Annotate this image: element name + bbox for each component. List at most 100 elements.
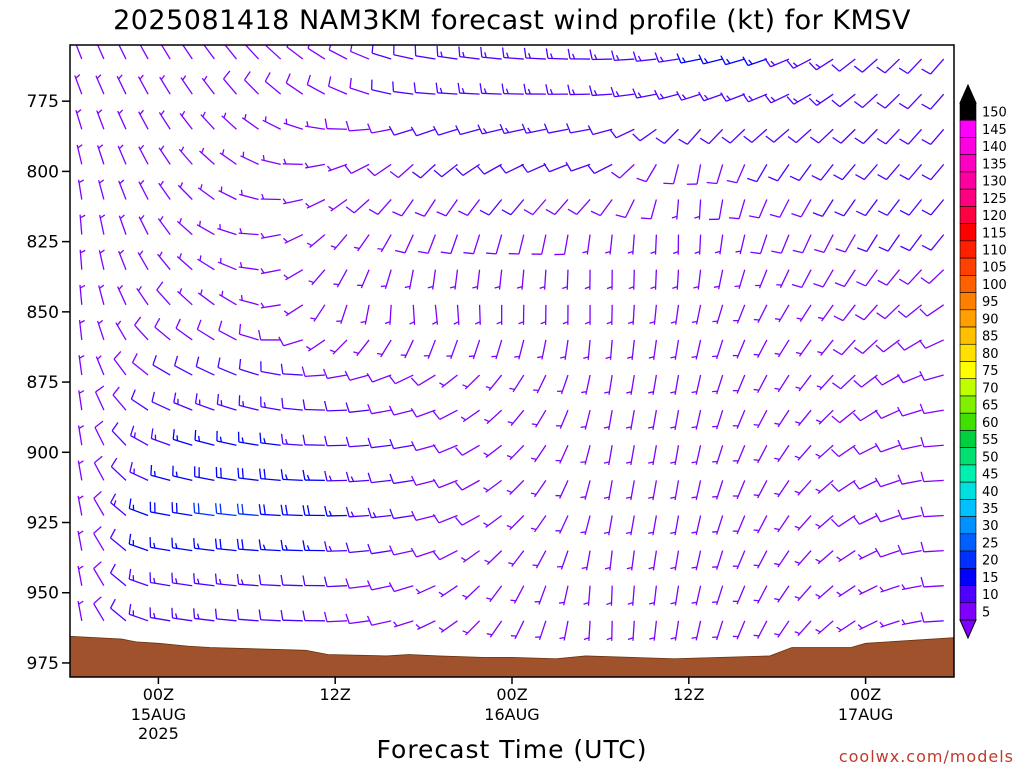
wind-barb-staff (158, 182, 171, 200)
wind-barb-staff (282, 584, 303, 587)
wind-barb-staff (150, 616, 171, 622)
wind-barb-feather (920, 541, 925, 552)
wind-barb-staff (736, 445, 746, 464)
wind-barb-feather (438, 591, 444, 596)
wind-barb-feather (815, 63, 821, 68)
wind-barb-feather (852, 445, 861, 455)
wind-barb (244, 45, 260, 60)
wind-barb (672, 269, 680, 290)
wind-barb-feather (649, 321, 655, 324)
wind-barb-feather (453, 321, 459, 325)
wind-barb-feather (877, 174, 887, 181)
wind-barb (726, 164, 746, 184)
wind-barb-staff (518, 339, 525, 360)
wind-barb (742, 92, 768, 103)
wind-barb-staff (736, 585, 746, 605)
wind-barb (432, 513, 458, 524)
wind-barb-feather (99, 284, 105, 289)
wind-barb-staff (485, 514, 503, 528)
wind-barb (224, 45, 237, 60)
wind-barb-feather (302, 434, 306, 445)
wind-barb-staff (587, 585, 591, 606)
wind-barb-staff (260, 619, 281, 622)
wind-barb-feather (329, 349, 336, 353)
wind-barb (193, 538, 215, 552)
wind-barb (897, 509, 922, 520)
wind-barb-feather (258, 329, 262, 341)
wind-barb-staff (674, 374, 680, 395)
wind-barb-staff (632, 585, 635, 606)
wind-barb-feather (98, 144, 104, 149)
wind-barb-feather (753, 388, 760, 391)
wind-barb (366, 580, 392, 591)
wind-barb-feather (786, 96, 795, 105)
wind-barb (900, 234, 923, 252)
wind-barb-feather (367, 437, 372, 448)
wind-barb-feather (484, 52, 487, 58)
wind-barb-staff (533, 515, 547, 533)
wind-barb (698, 91, 723, 102)
wind-barb-feather (368, 208, 379, 216)
wind-barb-feather (794, 631, 801, 635)
wind-barb-feather (462, 51, 465, 58)
wind-barb (670, 480, 680, 501)
wind-barb (632, 128, 657, 142)
wind-barb-staff (674, 480, 680, 501)
wind-barb-staff (393, 549, 414, 556)
wind-barb-feather (670, 496, 676, 499)
wind-barb-staff (861, 374, 878, 388)
wind-barb-feather (720, 55, 727, 65)
wind-barb (559, 620, 569, 641)
wind-barb-staff (97, 145, 105, 165)
wind-barb (794, 550, 812, 567)
wind-barb (832, 339, 856, 356)
wind-barb-feather (831, 448, 840, 458)
wind-barb (857, 585, 878, 596)
wind-barb-feather (153, 470, 156, 477)
wind-barb (109, 563, 127, 587)
wind-barb-staff (901, 514, 922, 520)
wind-barb-staff (715, 515, 724, 535)
wind-barb-feather (118, 40, 122, 44)
colorbar: 1501451401351301251201151101051009590858… (959, 83, 1007, 640)
wind-barb-feather (879, 621, 884, 627)
wind-barb-staff (77, 425, 83, 446)
wind-barb-staff (238, 513, 259, 517)
wind-barb-staff (674, 585, 680, 606)
wind-barb-staff (859, 585, 878, 596)
wind-barb-feather (236, 609, 240, 620)
wind-barb (713, 269, 724, 290)
wind-barb-feather (580, 496, 586, 499)
wind-barb-feather (439, 87, 443, 94)
wind-barb (501, 83, 524, 95)
wind-barb (774, 480, 790, 498)
wind-barb (262, 116, 281, 130)
wind-barb-staff (172, 438, 193, 446)
wind-barb-staff (328, 85, 348, 95)
terrain-fill (69, 635, 955, 678)
wind-barb-feather (703, 57, 709, 64)
wind-barb-staff (757, 585, 768, 604)
wind-barb-staff (777, 515, 790, 533)
wind-barb (897, 439, 922, 451)
wind-barb (415, 620, 436, 630)
wind-barb-feather (750, 251, 761, 255)
wind-barb-staff (715, 445, 724, 465)
wind-barb (455, 163, 480, 177)
wind-barb-staff (282, 407, 303, 411)
wind-barb (774, 585, 790, 603)
wind-barb (239, 294, 259, 306)
wind-barb-staff (632, 234, 635, 255)
wind-barb-feather (899, 174, 909, 181)
wind-barb-staff (521, 269, 525, 290)
wind-barb-staff (817, 479, 834, 494)
wind-barb-feather (856, 281, 866, 287)
wind-barb-feather (593, 54, 598, 60)
wind-barb (238, 395, 259, 411)
wind-barb-feather (537, 355, 543, 359)
wind-barb (283, 304, 304, 317)
wind-barb (706, 164, 724, 185)
wind-barb (611, 50, 635, 62)
wind-barb-feather (217, 357, 221, 368)
wind-barb (856, 234, 878, 253)
